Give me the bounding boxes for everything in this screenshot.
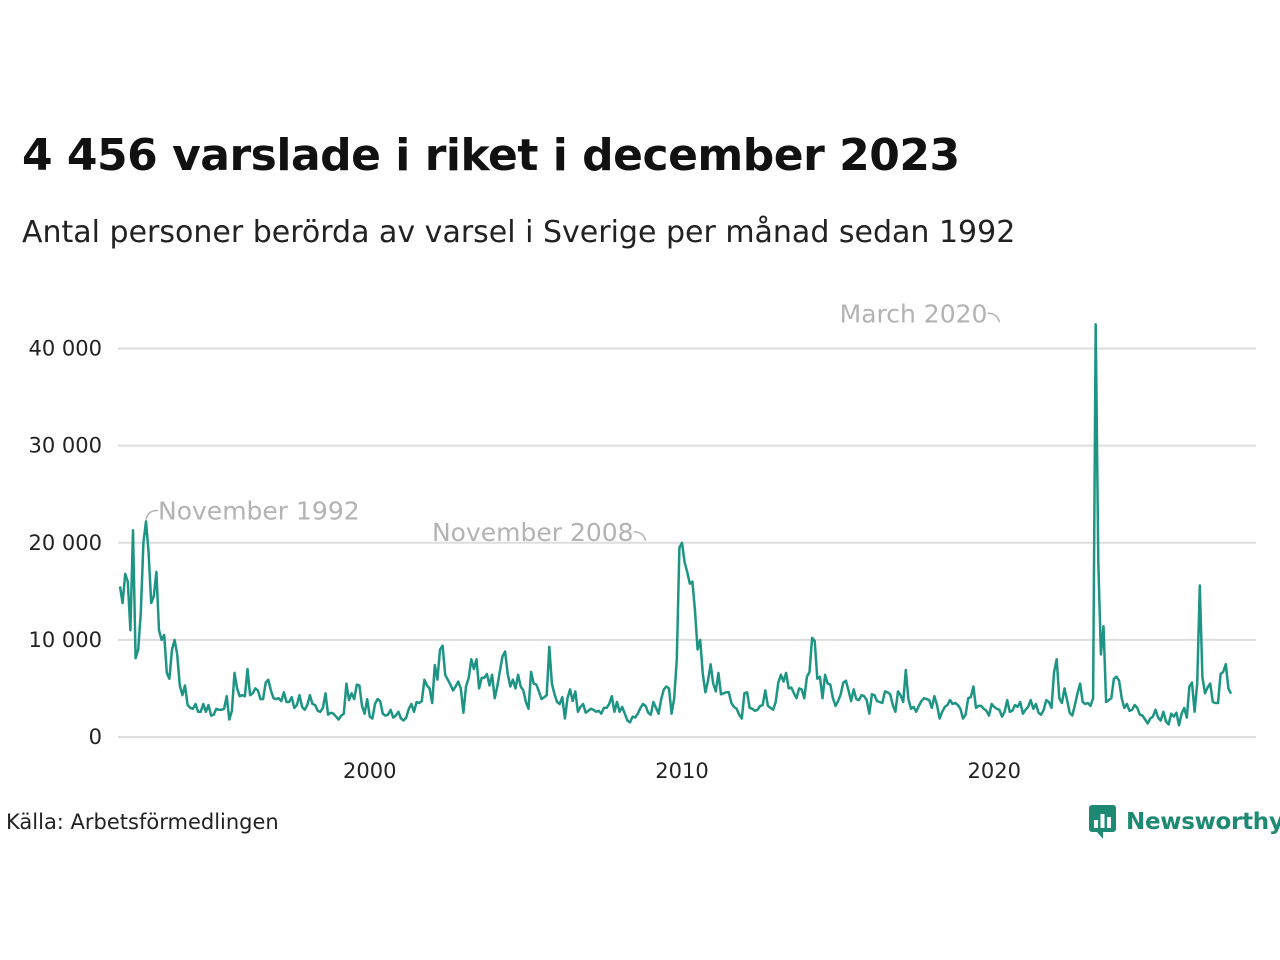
chart-subtitle: Antal personer berörda av varsel i Sveri… bbox=[22, 215, 1016, 250]
annotation-connector bbox=[145, 509, 159, 520]
x-tick-label: 2010 bbox=[655, 759, 708, 783]
annotation-connector bbox=[987, 312, 1001, 323]
line-chart: 0 10 000 20 000 30 000 40 000 2000 2010 2020 Nov… bbox=[29, 299, 1256, 783]
chart-title: 4 456 varslade i riket i december 2023 bbox=[22, 130, 960, 181]
annotation-label: March 2020 bbox=[840, 299, 988, 328]
x-tick-label: 2020 bbox=[968, 759, 1021, 783]
source-note: Källa: Arbetsförmedlingen bbox=[6, 810, 279, 834]
y-tick-label: 40 000 bbox=[29, 337, 102, 361]
x-tick-label: 2000 bbox=[343, 759, 396, 783]
y-tick-label: 20 000 bbox=[29, 531, 102, 555]
annotation-label: November 1992 bbox=[158, 496, 360, 525]
annotation-connector bbox=[633, 531, 647, 541]
y-tick-label: 10 000 bbox=[29, 628, 102, 652]
y-tick-label: 0 bbox=[89, 725, 102, 749]
newsworthy-logo-text: Newsworthy bbox=[1126, 809, 1280, 835]
newsworthy-logo[interactable]: Newsworthy bbox=[1088, 804, 1280, 840]
annotation-label: November 2008 bbox=[432, 518, 634, 547]
data-line bbox=[118, 323, 1233, 727]
y-tick-label: 30 000 bbox=[29, 434, 102, 458]
newsworthy-logo-icon bbox=[1089, 805, 1116, 839]
